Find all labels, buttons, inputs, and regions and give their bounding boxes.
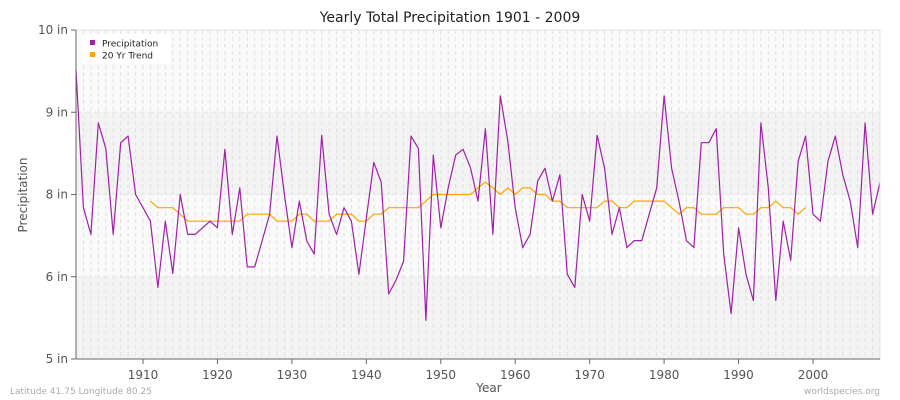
- legend: Precipitation 20 Yr Trend: [81, 34, 171, 64]
- plot-band: [76, 30, 880, 113]
- legend-label-trend: 20 Yr Trend: [102, 52, 153, 62]
- y-tick-label: 9 in: [46, 105, 68, 119]
- x-tick-label: 1970: [574, 368, 605, 382]
- y-tick-label: 5 in: [46, 352, 68, 366]
- y-tick-label: 6 in: [46, 270, 68, 284]
- x-tick-label: 2000: [798, 368, 829, 382]
- x-tick-label: 1950: [426, 368, 457, 382]
- x-tick-label: 1930: [277, 368, 308, 382]
- x-axis-label: Year: [475, 381, 501, 395]
- y-tick-label: 8 in: [46, 188, 68, 202]
- legend-marker-trend: [90, 52, 95, 57]
- x-tick-label: 1960: [500, 368, 531, 382]
- y-axis-label: Precipitation: [16, 157, 30, 232]
- series-line-precipitation: [75, 69, 881, 321]
- y-tick-label: 10 in: [38, 23, 68, 37]
- legend-label-precipitation: Precipitation: [102, 40, 158, 50]
- x-tick-label: 1920: [202, 368, 233, 382]
- source-caption: worldspecies.org: [804, 387, 880, 397]
- x-tick-label: 1990: [723, 368, 754, 382]
- x-tick-label: 1910: [128, 368, 159, 382]
- x-tick-label: 1940: [351, 368, 382, 382]
- legend-marker-precipitation: [90, 40, 95, 45]
- x-tick-label: 1980: [649, 368, 680, 382]
- location-caption: Latitude 41.75 Longitude 80.25: [10, 387, 152, 397]
- chart-title: Yearly Total Precipitation 1901 - 2009: [319, 10, 581, 26]
